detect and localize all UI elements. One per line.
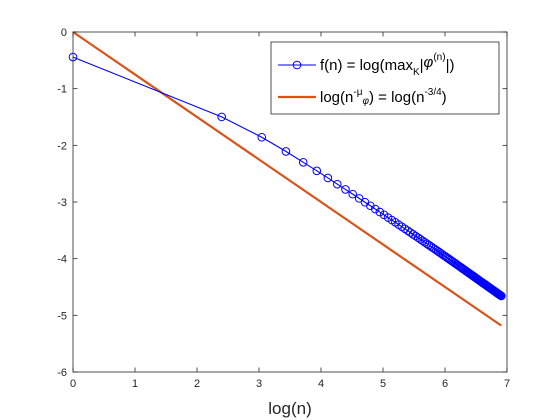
x-axis-label: log(n) <box>268 399 311 418</box>
x-tick-label: 3 <box>256 378 262 390</box>
y-tick-label: 0 <box>61 27 67 39</box>
y-tick-label: -2 <box>57 140 67 152</box>
x-tick-label: 5 <box>380 378 386 390</box>
y-tick-label: -5 <box>57 310 67 322</box>
x-tick-label: 7 <box>504 378 510 390</box>
y-tick-label: -6 <box>57 367 67 379</box>
legend: f(n) = log(maxK|φ(n)|)log(n-μφ) = log(n-… <box>271 42 499 114</box>
y-tick-label: -3 <box>57 197 67 209</box>
x-tick-label: 4 <box>318 378 324 390</box>
x-tick-label: 2 <box>194 378 200 390</box>
x-tick-label: 0 <box>70 378 76 390</box>
x-tick-label: 6 <box>442 378 448 390</box>
y-tick-label: -1 <box>57 84 67 96</box>
y-tick-label: -4 <box>57 254 67 266</box>
x-tick-label: 1 <box>132 378 138 390</box>
